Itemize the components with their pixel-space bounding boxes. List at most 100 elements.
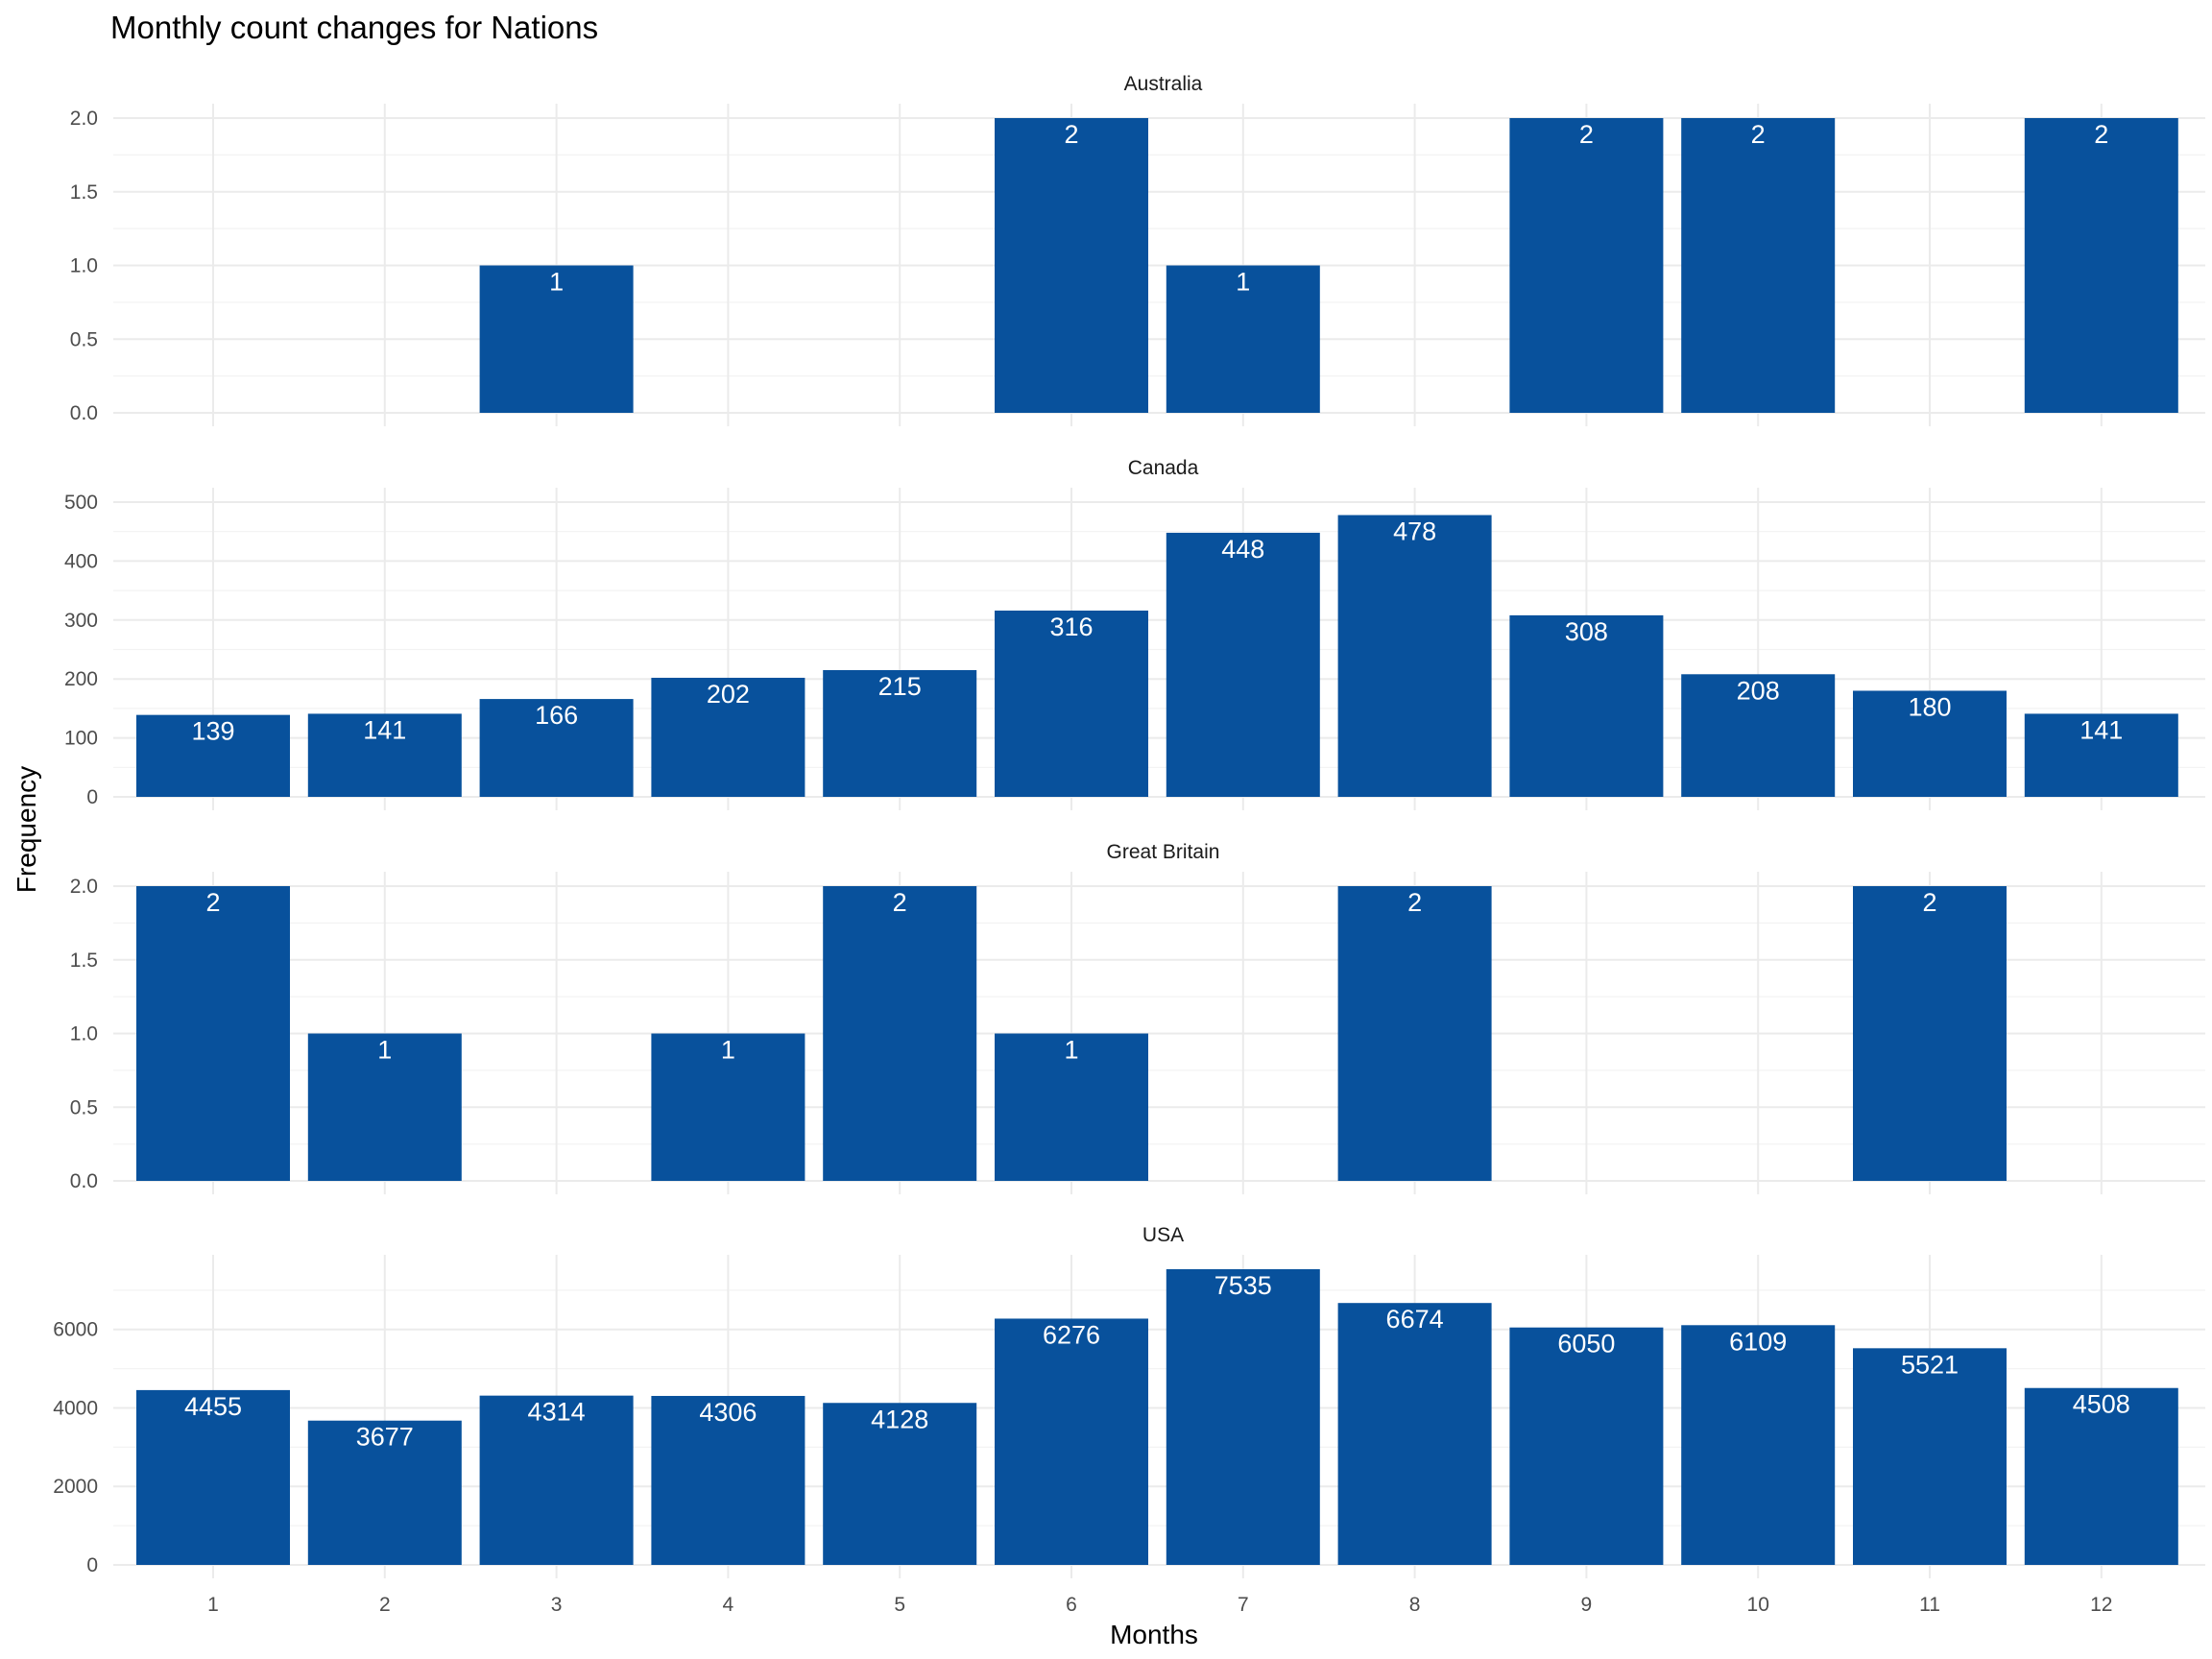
x-tick-label: 5 — [894, 1594, 905, 1616]
gridlines — [113, 104, 2205, 426]
y-tick-label: 1.0 — [70, 1023, 98, 1046]
y-axis-title: Frequency — [12, 766, 41, 893]
bar-australia-10 — [1681, 118, 1836, 413]
bar-great-britain-5 — [823, 886, 977, 1181]
bar-canada-2 — [307, 713, 462, 797]
chart-title: Monthly count changes for Nations — [110, 10, 598, 45]
x-tick-label: 7 — [1238, 1594, 1249, 1616]
bar-australia-9 — [1509, 118, 1664, 413]
bar-data-label: 316 — [1049, 613, 1093, 641]
bar-data-label: 4455 — [184, 1392, 242, 1421]
bar-canada-4 — [651, 677, 805, 797]
bar-data-label: 2 — [1579, 120, 1594, 149]
y-tick-label: 0.0 — [70, 1170, 98, 1192]
bar-usa-4 — [651, 1395, 805, 1565]
bar-usa-6 — [995, 1318, 1148, 1565]
bar-data-label: 308 — [1565, 617, 1608, 646]
y-tick-label: 6000 — [53, 1319, 98, 1341]
bar-data-label: 5521 — [1901, 1350, 1959, 1379]
y-tick-label: 0.5 — [70, 328, 98, 350]
facet-strip-label: USA — [1142, 1224, 1184, 1246]
bar-data-label: 2 — [2094, 120, 2108, 149]
bar-usa-1 — [136, 1389, 290, 1565]
x-axis: 1 2 3 4 5 6 7 8 9 10 11 12 — [207, 1594, 2112, 1616]
bar-data-label: 1 — [1064, 1036, 1078, 1065]
y-tick-label: 1.0 — [70, 255, 98, 277]
y-tick-label: 0 — [86, 1554, 98, 1576]
bar-canada-3 — [479, 699, 634, 797]
y-tick-label: 2000 — [53, 1476, 98, 1498]
bar-canada-8 — [1337, 515, 1492, 797]
bar-data-label: 478 — [1393, 517, 1436, 546]
bar-australia-12 — [2024, 118, 2178, 413]
bar-usa-11 — [1853, 1348, 2007, 1565]
bar-usa-10 — [1681, 1325, 1836, 1565]
facet-great-britain: Great Britain 0.0 0.5 1.0 1.5 2.0 2 1 1 2 1 2 2 — [70, 841, 2205, 1194]
facet-strip-label: Great Britain — [1107, 841, 1220, 863]
bar-data-label: 2 — [1064, 120, 1078, 149]
bar-great-britain-11 — [1853, 886, 2007, 1181]
bar-data-label: 1 — [721, 1036, 735, 1065]
y-tick-label: 500 — [64, 492, 98, 514]
y-tick-label: 2.0 — [70, 108, 98, 130]
y-tick-label: 2.0 — [70, 876, 98, 898]
bar-usa-5 — [823, 1403, 977, 1565]
bar-data-label: 4508 — [2073, 1390, 2130, 1419]
bar-canada-10 — [1681, 674, 1836, 797]
bar-australia-7 — [1166, 265, 1320, 413]
x-tick-label: 2 — [379, 1594, 391, 1616]
bar-data-label: 6276 — [1043, 1320, 1100, 1349]
y-tick-label: 100 — [64, 728, 98, 750]
bar-usa-3 — [479, 1395, 634, 1565]
x-tick-label: 11 — [1919, 1594, 1940, 1616]
bar-data-label: 215 — [878, 672, 922, 701]
x-tick-label: 1 — [207, 1594, 219, 1616]
bar-canada-11 — [1853, 690, 2007, 797]
bar-great-britain-2 — [307, 1033, 462, 1181]
y-tick-label: 0 — [86, 786, 98, 808]
bar-data-label: 6109 — [1729, 1327, 1787, 1356]
bar-australia-6 — [995, 118, 1148, 413]
y-tick-label: 4000 — [53, 1397, 98, 1419]
y-tick-label: 0.5 — [70, 1096, 98, 1118]
bar-data-label: 3677 — [356, 1423, 414, 1452]
bar-canada-7 — [1166, 532, 1320, 797]
facet-canada: Canada 0 100 200 300 400 500 139 141 166 202 215 316… — [64, 457, 2205, 810]
bar-usa-2 — [307, 1420, 462, 1565]
bar-usa-12 — [2024, 1387, 2178, 1565]
bar-data-label: 2 — [1407, 888, 1422, 917]
bar-data-label: 4314 — [528, 1398, 586, 1427]
y-tick-label: 300 — [64, 610, 98, 632]
y-tick-label: 400 — [64, 550, 98, 572]
bar-canada-1 — [136, 714, 290, 797]
bar-data-label: 4306 — [699, 1398, 757, 1427]
bar-canada-6 — [995, 610, 1148, 797]
bar-great-britain-4 — [651, 1033, 805, 1181]
x-tick-label: 4 — [723, 1594, 734, 1616]
bar-canada-12 — [2024, 713, 2178, 797]
bar-data-label: 208 — [1737, 676, 1780, 705]
facet-australia: Australia 0.0 0.5 1.0 1.5 2.0 1 2 1 2 2 2 — [70, 73, 2205, 426]
x-tick-label: 10 — [1747, 1594, 1769, 1616]
bar-great-britain-8 — [1337, 886, 1492, 1181]
bar-data-label: 1 — [1236, 268, 1250, 297]
bar-canada-9 — [1509, 614, 1664, 797]
bar-usa-7 — [1166, 1269, 1320, 1565]
x-tick-label: 3 — [551, 1594, 563, 1616]
y-tick-label: 0.0 — [70, 402, 98, 424]
bar-data-label: 141 — [2080, 715, 2123, 744]
bar-usa-9 — [1509, 1327, 1664, 1565]
y-tick-label: 1.5 — [70, 181, 98, 204]
x-tick-label: 6 — [1066, 1594, 1077, 1616]
bar-great-britain-6 — [995, 1033, 1148, 1181]
bar-great-britain-1 — [136, 886, 290, 1181]
bar-data-label: 202 — [707, 680, 750, 709]
bar-data-label: 6674 — [1386, 1305, 1444, 1334]
facet-strip-label: Canada — [1128, 457, 1199, 479]
bar-data-label: 7535 — [1214, 1271, 1272, 1300]
y-tick-label: 200 — [64, 668, 98, 690]
bar-data-label: 139 — [191, 717, 234, 746]
facet-usa: USA 0 2000 4000 6000 4455 3677 4314 4306 4128 6276… — [53, 1224, 2205, 1578]
